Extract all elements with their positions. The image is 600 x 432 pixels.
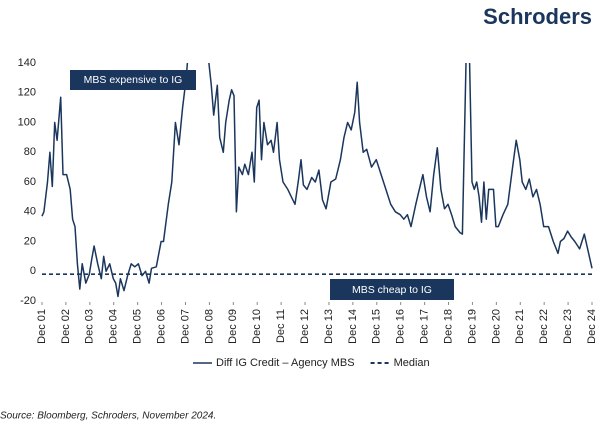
- x-tick-label: Dec 19: [466, 309, 478, 344]
- annotation-bg: [330, 279, 454, 300]
- x-tick-label: Dec 23: [562, 309, 574, 344]
- x-tick-label: Dec 05: [132, 309, 144, 344]
- x-tick-label: Dec 17: [419, 309, 431, 344]
- y-tick-label: 120: [18, 87, 36, 99]
- x-tick-label: Dec 04: [108, 309, 120, 344]
- x-tick-label: Dec 21: [514, 309, 526, 344]
- x-tick-label: Dec 06: [155, 309, 167, 344]
- x-tick-label: Dec 22: [538, 309, 550, 344]
- y-tick-label: 80: [24, 146, 36, 158]
- x-tick-label: Dec 09: [227, 309, 239, 344]
- y-tick-label: 20: [24, 235, 36, 247]
- x-tick-label: Dec 02: [60, 309, 72, 344]
- x-tick-label: Dec 07: [179, 309, 191, 344]
- x-tick-label: Dec 20: [490, 309, 502, 344]
- x-tick-label: Dec 10: [251, 309, 263, 344]
- legend-label: Median: [394, 357, 430, 369]
- annotation: MBS expensive to IG: [84, 74, 183, 86]
- annotation-box: MBS expensive to IG: [70, 70, 196, 90]
- y-tick-label: 0: [30, 265, 36, 277]
- annotation-bg: [70, 70, 196, 90]
- annotation-box: MBS cheap to IG: [330, 279, 454, 300]
- x-tick-label: Dec 11: [275, 309, 287, 343]
- x-tick-label: Dec 15: [371, 309, 383, 344]
- x-tick-label: Dec 03: [84, 309, 96, 344]
- annotation: MBS cheap to IG: [352, 284, 432, 296]
- y-tick-label: -20: [20, 295, 36, 307]
- plot: [41, 63, 593, 298]
- y-tick-label: 40: [24, 206, 36, 218]
- logo: Schroders: [483, 4, 592, 29]
- x-tick-label: Dec 18: [442, 309, 454, 344]
- y-tick-label: 60: [24, 176, 36, 188]
- source: Source: Bloomberg, Schroders, November 2…: [0, 411, 216, 422]
- x-tick-label: Dec 01: [36, 309, 48, 344]
- x-tick-label: Dec 16: [395, 309, 407, 344]
- x-tick-label: Dec 24: [586, 309, 598, 344]
- x-tick-label: Dec 13: [323, 309, 335, 344]
- x-tick-label: Dec 12: [299, 309, 311, 344]
- y-tick-label: 140: [18, 57, 36, 69]
- series-line: [41, 63, 593, 298]
- legend-label: Diff IG Credit – Agency MBS: [216, 357, 355, 369]
- x-tick-label: Dec 14: [347, 309, 359, 344]
- y-tick-label: 100: [18, 116, 36, 128]
- x-tick-label: Dec 08: [203, 309, 215, 344]
